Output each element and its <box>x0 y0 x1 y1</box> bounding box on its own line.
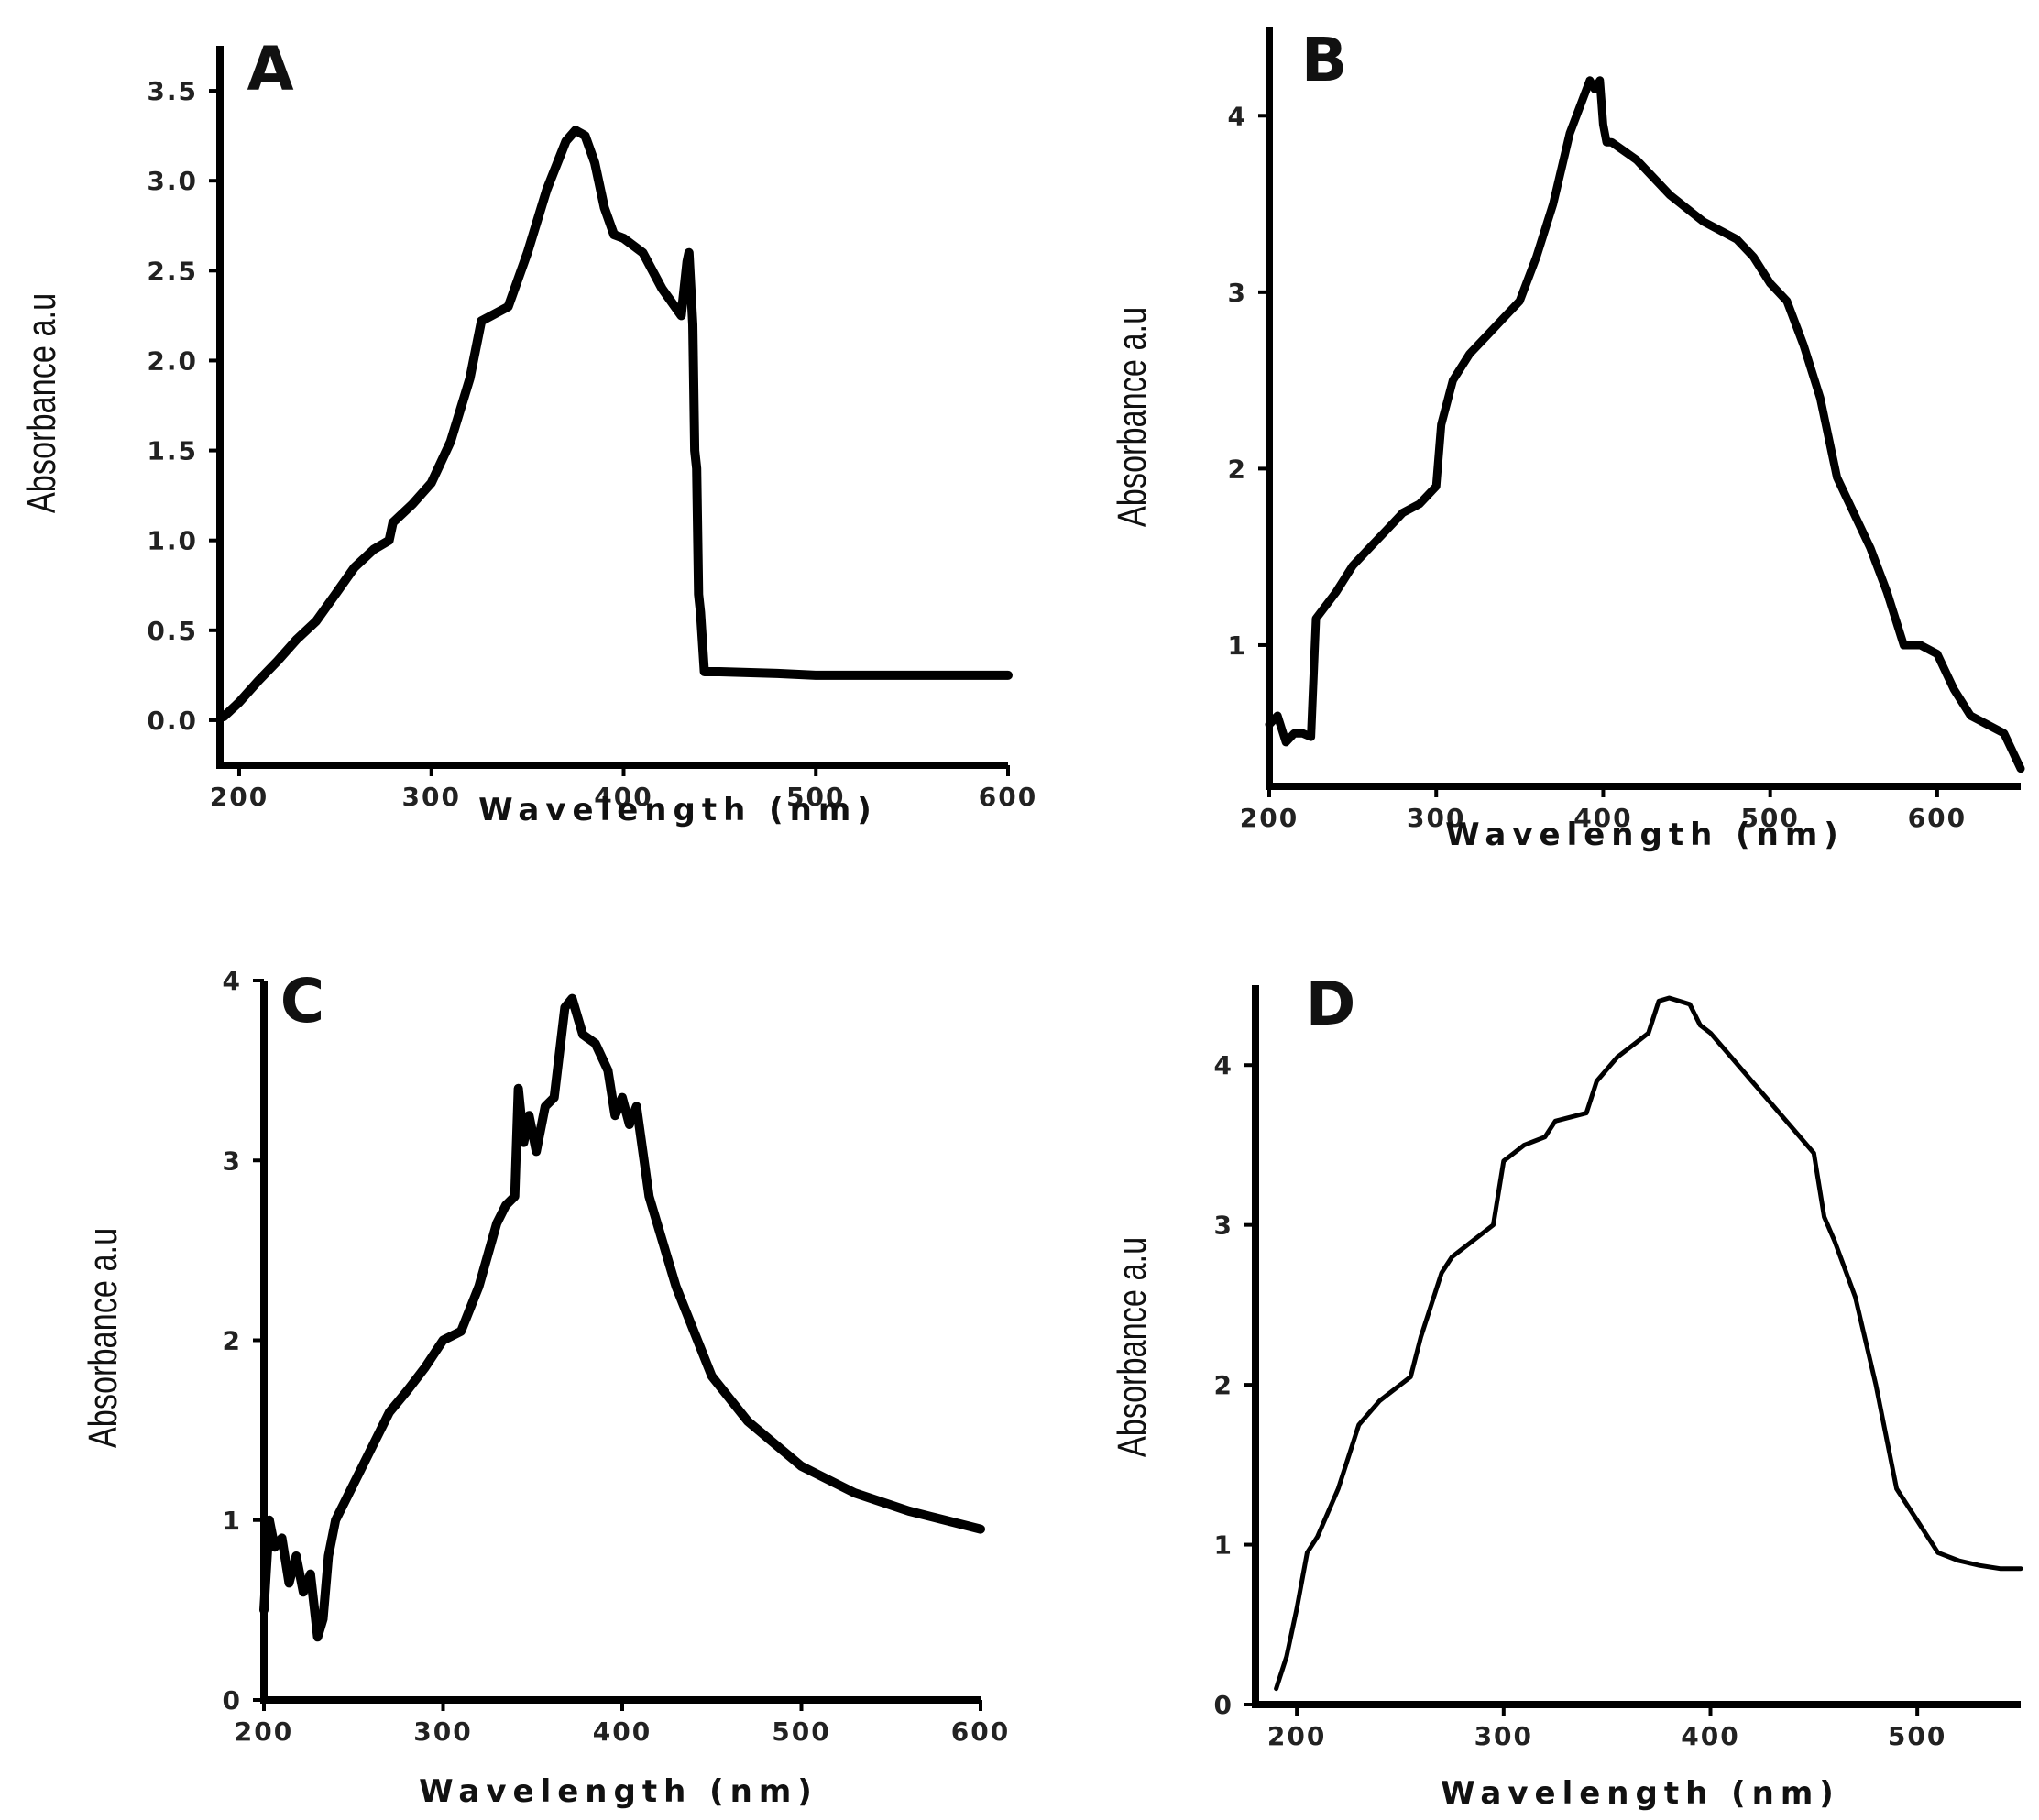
panel-c: 200 300 400 500 600 0 1 2 3 4 Wavelength (nm) Absor… <box>81 966 1010 1810</box>
y-tick-label: 1.0 <box>147 526 198 556</box>
absorbance-series-line <box>1274 995 2023 1692</box>
y-tick-label: 4 <box>1228 101 1247 131</box>
y-tick-label: 4 <box>223 966 242 996</box>
x-tick-label: 600 <box>979 782 1037 812</box>
x-tick-label: 300 <box>402 782 461 812</box>
x-tick-label: 400 <box>593 1716 652 1747</box>
x-tick-label: 300 <box>413 1716 472 1747</box>
y-axis-title: Absorbance a.u <box>81 1228 126 1448</box>
x-axis-title: Wavelength (nm) <box>1445 817 1845 853</box>
x-tick-label: 200 <box>1267 1721 1326 1751</box>
y-tick-label: 3 <box>1228 278 1247 308</box>
panel-letter: B <box>1301 25 1347 95</box>
x-axis-title: Wavelength (nm) <box>478 792 878 828</box>
panel-letter: A <box>247 34 293 104</box>
y-axis-title: Absorbance a.u <box>1110 1237 1155 1457</box>
x-tick-label: 400 <box>594 782 652 812</box>
x-tick-label: 600 <box>1908 803 1967 833</box>
y-tick-label: 0.5 <box>147 616 198 646</box>
x-tick-label: 400 <box>1573 803 1632 833</box>
y-tick-label: 2 <box>223 1326 242 1356</box>
y-tick-label: 2 <box>1228 454 1247 484</box>
y-tick-label: 1 <box>1214 1530 1233 1561</box>
y-tick-label: 4 <box>1214 1050 1233 1080</box>
y-axis-title: Absorbance a.u <box>1110 307 1155 527</box>
absorbance-series-line <box>1265 76 2025 773</box>
x-tick-label: 300 <box>1407 803 1465 833</box>
panel-a: 200 300 400 500 600 0.0 0.5 1.0 1.5 2.0 2.5 3.0 3.5 W… <box>19 34 1037 828</box>
x-tick-label: 200 <box>210 782 269 812</box>
y-tick-label: 3 <box>1214 1211 1233 1241</box>
y-tick-label: 0 <box>223 1685 242 1716</box>
panel-b: 200 300 400 500 600 1 2 3 4 Wavelength (nm) Absorb… <box>1110 25 2025 853</box>
y-tick-label: 2.5 <box>147 256 198 286</box>
x-tick-label: 400 <box>1681 1721 1739 1751</box>
y-tick-label: 3 <box>223 1146 242 1176</box>
y-tick-label: 0 <box>1214 1690 1233 1720</box>
y-tick-label: 1 <box>223 1506 242 1536</box>
y-tick-label: 2.0 <box>147 345 198 376</box>
absorbance-series-line <box>219 126 1013 721</box>
panel-d: 200 300 400 500 0 1 2 3 4 Wavelength (nm) Absorban… <box>1110 969 2023 1812</box>
y-tick-label: 0.0 <box>147 706 198 736</box>
y-tick-label: 3.5 <box>147 76 198 106</box>
x-tick-label: 200 <box>235 1716 293 1747</box>
panel-letter: C <box>280 966 324 1036</box>
x-tick-label: 500 <box>1740 803 1799 833</box>
x-tick-label: 500 <box>772 1716 830 1747</box>
y-tick-label: 1 <box>1228 630 1247 661</box>
x-tick-label: 600 <box>951 1716 1010 1747</box>
x-tick-label: 200 <box>1240 803 1299 833</box>
x-tick-label: 500 <box>786 782 845 812</box>
x-axis-title: Wavelength (nm) <box>419 1773 818 1810</box>
x-axis-title: Wavelength (nm) <box>1441 1775 1840 1812</box>
y-tick-label: 3.0 <box>147 166 198 196</box>
y-axis-title: Absorbance a.u <box>19 293 64 513</box>
panel-letter: D <box>1306 969 1356 1039</box>
y-tick-label: 2 <box>1214 1370 1233 1400</box>
y-tick-label: 1.5 <box>147 436 198 466</box>
absorbance-series-line <box>259 993 985 1642</box>
x-tick-label: 500 <box>1888 1721 1946 1751</box>
x-tick-label: 300 <box>1474 1721 1533 1751</box>
